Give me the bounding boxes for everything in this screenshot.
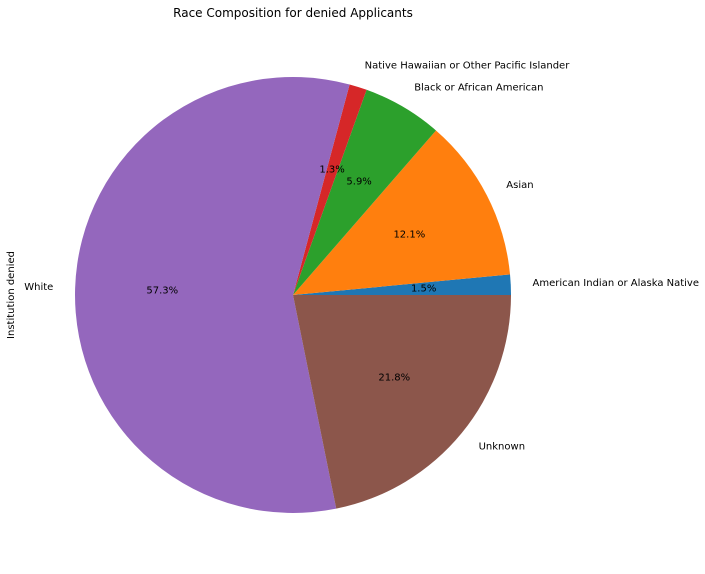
slice-label-american-indian-or-alaska-native: American Indian or Alaska Native (533, 278, 700, 289)
pie-slice-american-indian-or-alaska-native (293, 274, 511, 295)
pie-slice-native-hawaiian-or-other-pacific-islander (293, 84, 367, 295)
pie-labels: American Indian or Alaska Native 1.5% Asia… (24, 61, 699, 453)
slice-percent-unknown: 21.8% (378, 372, 410, 383)
pie-slice-unknown (293, 295, 511, 509)
slice-label-native-hawaiian-or-other-pacific-islander: Native Hawaiian or Other Pacific Islande… (365, 61, 571, 72)
slice-label-unknown: Unknown (479, 441, 525, 452)
slice-percent-native-hawaiian-or-other-pacific-islander: 1.3% (319, 165, 344, 176)
slice-percent-black-or-african-american: 5.9% (346, 177, 371, 188)
pie-slices (75, 76, 511, 513)
slice-label-white: White (24, 282, 53, 293)
slice-percent-asian: 12.1% (393, 230, 425, 241)
pie-slice-white (75, 76, 350, 513)
y-axis-label: Institution denied (6, 251, 17, 339)
chart-title: Race Composition for denied Applicants (173, 6, 413, 20)
pie-slice-asian (293, 130, 511, 295)
pie-slice-black-or-african-american (293, 89, 436, 295)
slice-label-asian: Asian (506, 180, 533, 191)
slice-percent-american-indian-or-alaska-native: 1.5% (411, 283, 436, 294)
slice-percent-white: 57.3% (146, 285, 178, 296)
slice-label-black-or-african-american: Black or African American (414, 83, 543, 94)
